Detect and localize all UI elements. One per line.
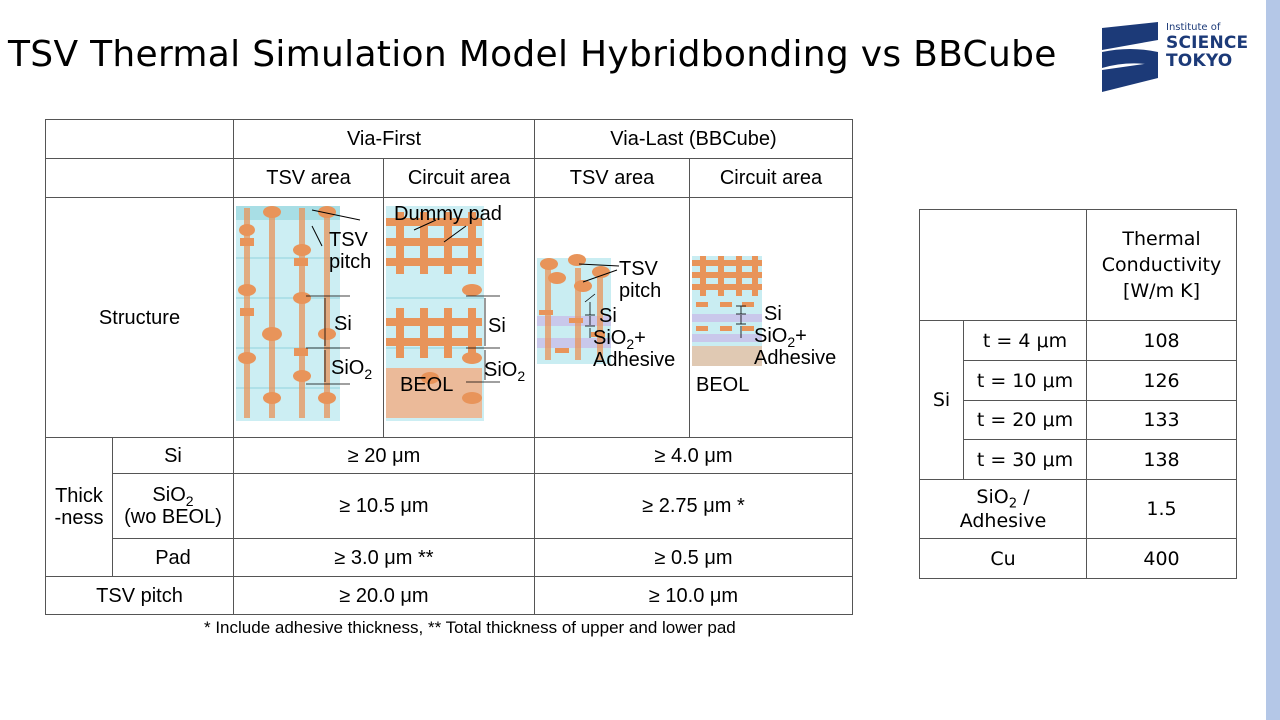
slide-title: TSV Thermal Simulation Model Hybridbondi… (8, 34, 1057, 75)
label-si: Si (334, 313, 352, 335)
cond-sio2-rest: / (1017, 486, 1030, 508)
label-beol: BEOL (400, 374, 453, 396)
structure-via-first-tsv: TSV pitch Si SiO2 (233, 197, 384, 438)
sio2-via-last: ≥ 2.75 μm * (534, 473, 853, 539)
label-adhesive-last-circuit: Adhesive (754, 347, 836, 369)
label-pitch-last: pitch (619, 280, 661, 302)
conductivity-table: Thermal Conductivity [W/m K] Si t = 4 μm… (919, 209, 1237, 579)
logo-mark-icon (1102, 22, 1158, 92)
cond-header-line-1: Thermal (1122, 228, 1201, 250)
cond-sio2-text: SiO (976, 486, 1009, 508)
logo-line-2: SCIENCE (1166, 33, 1249, 53)
label-si-last-circuit: Si (764, 303, 782, 325)
label-sio2: SiO2 (331, 357, 372, 382)
row-label-structure: Structure (45, 197, 234, 438)
via-first-circuit-diagram: Dummy pad Si SiO2 BEOL (386, 203, 525, 421)
cond-cu-label: Cu (919, 538, 1087, 579)
accent-bar (1266, 0, 1280, 720)
pad-via-first: ≥ 3.0 μm ** (233, 538, 535, 577)
label-si-circuit: Si (488, 315, 506, 337)
via-last-circuit-diagram: Si SiO2+ Adhesive BEOL (692, 256, 836, 396)
header-empty-1 (45, 119, 234, 159)
cond-si-label: Si (919, 320, 964, 480)
cond-header: Thermal Conductivity [W/m K] (1086, 209, 1237, 321)
pitch-via-first: ≥ 20.0 μm (233, 576, 535, 615)
cond-sio2-sub: 2 (1008, 496, 1018, 512)
label-adhesive-last: Adhesive (593, 349, 675, 371)
logo-line-1: Institute of (1166, 22, 1221, 33)
sio2-note: (wo BEOL) (124, 506, 222, 528)
pad-via-last: ≥ 0.5 μm (534, 538, 853, 577)
via-last-tsv-diagram: TSV pitch Si SiO2+ Adhesive (537, 254, 675, 371)
cond-sio2-k: 1.5 (1086, 479, 1237, 539)
row-label-thickness: Thick -ness (45, 437, 113, 577)
si-via-first: ≥ 20 μm (233, 437, 535, 474)
label-sio2-last-circuit: SiO2+ (754, 325, 807, 350)
cond-adhesive: Adhesive (959, 510, 1047, 532)
thickness-line-2: -ness (54, 507, 104, 529)
header-via-last: Via-Last (BBCube) (534, 119, 853, 159)
label-sio2-circuit: SiO2 (484, 359, 525, 384)
structure-via-first-circuit: Dummy pad Si SiO2 BEOL (383, 197, 535, 438)
cond-row-t: t = 4 μm (963, 320, 1087, 361)
cond-sio2-label: SiO2 / Adhesive (919, 479, 1087, 539)
label-tsv-last: TSV (619, 258, 659, 280)
header-empty-2 (45, 158, 234, 198)
cond-header-empty (919, 209, 1087, 321)
pitch-via-last: ≥ 10.0 μm (534, 576, 853, 615)
cond-row-k: 126 (1086, 360, 1237, 401)
structure-via-last-tsv: TSV pitch Si SiO2+ Adhesive (534, 197, 690, 438)
label-si-last: Si (599, 305, 617, 327)
cond-row-t: t = 10 μm (963, 360, 1087, 401)
thickness-line-1: Thick (55, 485, 103, 507)
structure-via-last-circuit: Si SiO2+ Adhesive BEOL (689, 197, 853, 438)
comparison-table: Via-First Via-Last (BBCube) TSV area Cir… (45, 119, 853, 615)
header-tsv-area-first: TSV area (233, 158, 384, 198)
cond-row-k: 133 (1086, 400, 1237, 440)
cond-row-t: t = 30 μm (963, 439, 1087, 480)
si-via-last: ≥ 4.0 μm (534, 437, 853, 474)
label-pitch: pitch (329, 251, 371, 273)
header-via-first: Via-First (233, 119, 535, 159)
footnote: * Include adhesive thickness, ** Total t… (204, 618, 736, 637)
sio2-via-first: ≥ 10.5 μm (233, 473, 535, 539)
row-label-sio2: SiO2 (wo BEOL) (112, 473, 234, 539)
row-label-tsv-pitch: TSV pitch (45, 576, 234, 615)
sio2-text: SiO (152, 484, 186, 506)
label-tsv: TSV (329, 229, 369, 251)
cond-header-line-2: Conductivity (1101, 254, 1222, 276)
label-dummy-pad: Dummy pad (394, 203, 502, 225)
label-beol-last: BEOL (696, 374, 749, 396)
header-circuit-area-last: Circuit area (689, 158, 853, 198)
via-first-tsv-diagram: TSV pitch Si SiO2 (236, 206, 372, 421)
header-tsv-area-last: TSV area (534, 158, 690, 198)
header-circuit-area-first: Circuit area (383, 158, 535, 198)
cond-row-k: 138 (1086, 439, 1237, 480)
row-label-si: Si (112, 437, 234, 474)
logo-line-3: TOKYO (1166, 51, 1233, 71)
row-label-pad: Pad (112, 538, 234, 577)
label-sio2-last: SiO2+ (593, 327, 646, 352)
cond-cu-k: 400 (1086, 538, 1237, 579)
sio2-subscript: 2 (185, 492, 194, 509)
cond-header-line-3: [W/m K] (1122, 280, 1201, 302)
cond-row-k: 108 (1086, 320, 1237, 361)
institute-logo: Institute of SCIENCE TOKYO (1100, 22, 1250, 94)
cond-row-t: t = 20 μm (963, 400, 1087, 440)
